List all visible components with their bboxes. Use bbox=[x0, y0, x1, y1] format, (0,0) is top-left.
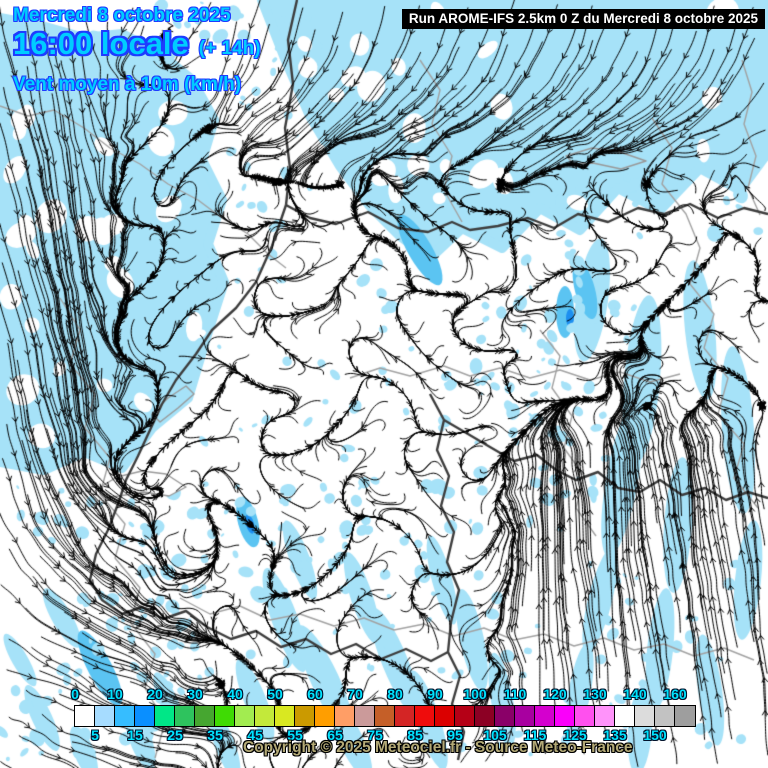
colorbar-segment bbox=[555, 706, 575, 726]
colorbar-label: 45 bbox=[247, 727, 263, 743]
colorbar-segment bbox=[675, 706, 695, 726]
colorbar-segment bbox=[275, 706, 295, 726]
colorbar-segment bbox=[215, 706, 235, 726]
colorbar-label: 65 bbox=[327, 727, 343, 743]
colorbar-label: 70 bbox=[347, 686, 363, 702]
colorbar-label: 15 bbox=[127, 727, 143, 743]
colorbar-segment bbox=[435, 706, 455, 726]
colorbar-label: 120 bbox=[543, 686, 567, 702]
colorbar-label: 160 bbox=[663, 686, 687, 702]
colorbar-segment bbox=[75, 706, 95, 726]
colorbar-segment bbox=[635, 706, 655, 726]
colorbar-label: 150 bbox=[643, 727, 667, 743]
forecast-time: 16:00 locale bbox=[13, 25, 189, 61]
colorbar-segment bbox=[355, 706, 375, 726]
colorbar-segment bbox=[475, 706, 495, 726]
forecast-time-row: 16:00 locale (+ 14h) bbox=[13, 25, 261, 61]
colorbar-segment bbox=[115, 706, 135, 726]
colorbar-label: 140 bbox=[623, 686, 647, 702]
wind-speed-colorbar bbox=[74, 705, 696, 727]
colorbar-segment bbox=[515, 706, 535, 726]
colorbar-label: 90 bbox=[427, 686, 443, 702]
colorbar-segment bbox=[575, 706, 595, 726]
colorbar-label: 35 bbox=[207, 727, 223, 743]
run-banner: Run AROME-IFS 2.5km 0 Z du Mercredi 8 oc… bbox=[401, 9, 765, 29]
colorbar-label: 135 bbox=[603, 727, 627, 743]
colorbar-label: 60 bbox=[307, 686, 323, 702]
colorbar-segment bbox=[615, 706, 635, 726]
colorbar-label: 115 bbox=[523, 727, 547, 743]
colorbar-label: 110 bbox=[503, 686, 527, 702]
colorbar-segment bbox=[535, 706, 555, 726]
copyright-notice: Copyright © 2025 Meteociel.fr - Source M… bbox=[243, 739, 633, 756]
variable-label: Vent moyen à 10m (km/h) bbox=[13, 74, 242, 96]
colorbar-label: 100 bbox=[463, 686, 487, 702]
colorbar-segment bbox=[395, 706, 415, 726]
colorbar-segment bbox=[135, 706, 155, 726]
colorbar-segment bbox=[655, 706, 675, 726]
colorbar-label: 40 bbox=[227, 686, 243, 702]
colorbar-label: 10 bbox=[107, 686, 123, 702]
colorbar-segment bbox=[375, 706, 395, 726]
colorbar-segment bbox=[295, 706, 315, 726]
forecast-date: Mercredi 8 octobre 2025 bbox=[13, 5, 231, 26]
colorbar-segment bbox=[415, 706, 435, 726]
forecast-header: Mercredi 8 octobre 2025 16:00 locale (+ 1… bbox=[13, 6, 261, 95]
colorbar-label: 0 bbox=[71, 686, 79, 702]
colorbar-label: 5 bbox=[91, 727, 99, 743]
colorbar-segment bbox=[455, 706, 475, 726]
colorbar-segment bbox=[335, 706, 355, 726]
colorbar-segment bbox=[95, 706, 115, 726]
colorbar-label: 75 bbox=[367, 727, 383, 743]
colorbar-label: 30 bbox=[187, 686, 203, 702]
colorbar-segment bbox=[595, 706, 615, 726]
colorbar-label: 85 bbox=[407, 727, 423, 743]
colorbar-label: 125 bbox=[563, 727, 587, 743]
colorbar-segment bbox=[255, 706, 275, 726]
colorbar-segment bbox=[495, 706, 515, 726]
colorbar-label: 50 bbox=[267, 686, 283, 702]
colorbar-label: 130 bbox=[583, 686, 607, 702]
colorbar-label: 20 bbox=[147, 686, 163, 702]
colorbar-segment bbox=[175, 706, 195, 726]
colorbar-label: 80 bbox=[387, 686, 403, 702]
colorbar-label: 95 bbox=[447, 727, 463, 743]
colorbar-label: 55 bbox=[287, 727, 303, 743]
colorbar-label: 105 bbox=[483, 727, 507, 743]
colorbar-segment bbox=[195, 706, 215, 726]
forecast-offset: (+ 14h) bbox=[198, 37, 261, 59]
colorbar-label: 25 bbox=[167, 727, 183, 743]
colorbar-segment bbox=[235, 706, 255, 726]
colorbar-segment bbox=[155, 706, 175, 726]
colorbar-segment bbox=[315, 706, 335, 726]
